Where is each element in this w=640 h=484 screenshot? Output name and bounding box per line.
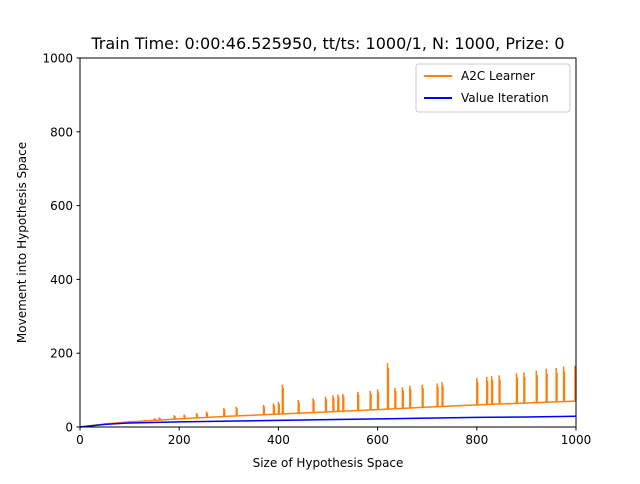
x-tick-label: 800 [465,433,488,447]
x-tick-label: 600 [366,433,389,447]
chart-title: Train Time: 0:00:46.525950, tt/ts: 1000/… [90,34,564,53]
plot-area [79,363,577,428]
series-line-a2c-learner [79,400,577,428]
legend-label-a2c-learner: A2C Learner [461,69,535,83]
x-tick-label: 0 [76,433,84,447]
y-tick-label: 200 [50,347,73,361]
x-axis-label: Size of Hypothesis Space [253,456,404,470]
x-tick-label: 200 [168,433,191,447]
y-tick-label: 400 [50,273,73,287]
legend: A2C Learner Value Iteration [415,63,571,113]
plot-frame [79,57,577,428]
x-tick-label: 1000 [561,433,592,447]
y-tick-label: 0 [65,421,73,435]
series-line-value-iteration [79,415,577,428]
y-axis-label: Movement into Hypothesis Space [15,142,29,343]
x-tick-label: 400 [267,433,290,447]
legend-frame [415,63,571,113]
y-tick-label: 1000 [42,52,73,66]
legend-label-value-iteration: Value Iteration [461,91,549,105]
y-tick-label: 800 [50,125,73,139]
y-tick-label: 600 [50,199,73,213]
axis-ticks: 0 200 400 600 800 1000 0 200 400 600 800 1000 [42,52,591,448]
